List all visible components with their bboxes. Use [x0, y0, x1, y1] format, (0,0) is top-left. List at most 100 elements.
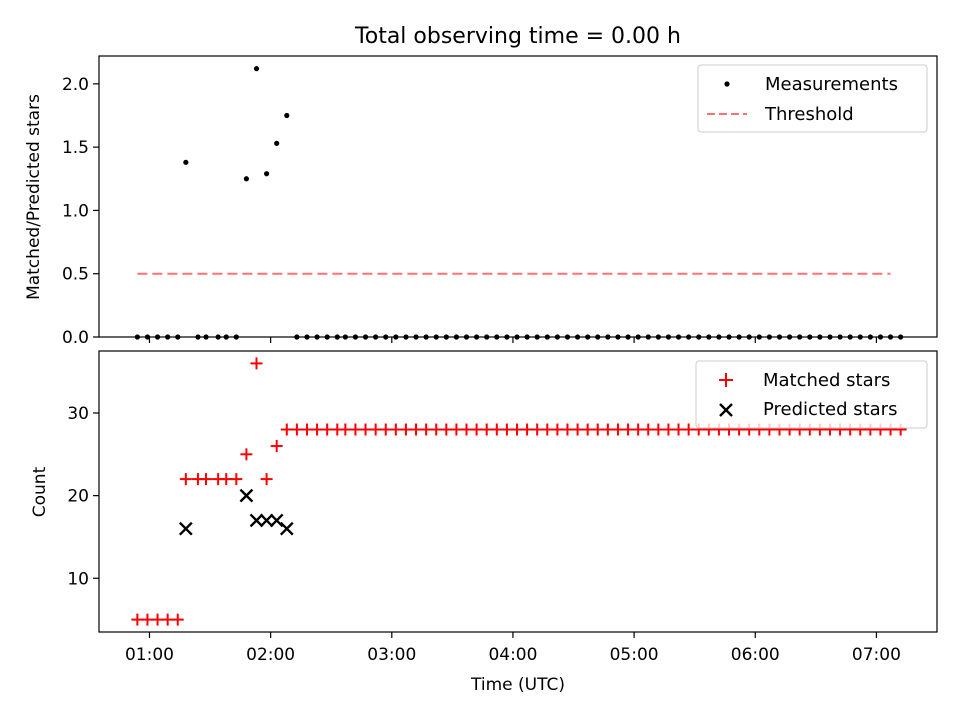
bottom-axes-frame — [98, 350, 938, 633]
top-legend-box — [697, 64, 928, 133]
matched-star-point — [161, 613, 174, 626]
bottom-legend-box — [695, 360, 928, 429]
matched-star-point — [141, 613, 154, 626]
matched-star-point — [591, 423, 604, 436]
legend-matched-label: Matched stars — [763, 370, 890, 391]
legend-predicted-marker — [719, 403, 733, 417]
bottom-legend: Matched stars Predicted stars — [695, 360, 928, 429]
x-tick-label: 02:00 — [246, 645, 295, 665]
matched-star-point — [290, 423, 303, 436]
predicted-star-point — [178, 521, 193, 536]
y-tick-label: 20 — [67, 487, 89, 507]
x-tick-label: 01:00 — [125, 645, 174, 665]
matched-star-point — [250, 357, 263, 370]
top-y-axis-label: Matched/Predicted stars — [24, 94, 44, 300]
matched-star-point — [541, 423, 554, 436]
legend-measurements-label: Measurements — [765, 74, 898, 95]
bottom-x-ticks: 01:00 02:00 03:00 04:00 05:00 06:00 07:00 — [125, 632, 901, 665]
matched-star-point — [280, 423, 293, 436]
matched-star-point — [470, 423, 483, 436]
matched-star-point — [131, 613, 144, 626]
matched-star-point — [632, 423, 645, 436]
matched-star-point — [369, 423, 382, 436]
predicted-star-point — [269, 513, 284, 528]
matched-star-point — [611, 423, 624, 436]
matched-star-point — [440, 423, 453, 436]
matched-star-point — [359, 423, 372, 436]
matched-star-point — [551, 423, 564, 436]
matched-star-point — [521, 423, 534, 436]
matched-star-point — [220, 473, 233, 486]
x-tick-label: 06:00 — [731, 645, 780, 665]
predicted-star-point — [239, 488, 254, 503]
bottom-y-ticks: 10 20 30 — [67, 404, 99, 589]
x-tick-label: 07:00 — [852, 645, 901, 665]
matched-star-point — [652, 423, 665, 436]
y-tick-label: 0.5 — [62, 265, 89, 285]
matched-star-point — [672, 423, 685, 436]
legend-predicted-label: Predicted stars — [763, 399, 897, 420]
x-axis-label: Time (UTC) — [470, 675, 565, 695]
measurement-point — [183, 159, 189, 165]
matched-star-point — [171, 613, 184, 626]
matched-star-point — [430, 423, 443, 436]
matched-star-point — [399, 423, 412, 436]
matched-star-point — [480, 423, 493, 436]
matched-star-point — [321, 423, 334, 436]
measurement-point — [284, 112, 290, 119]
legend-measurements-marker — [724, 81, 730, 87]
matched-star-point — [300, 423, 313, 436]
matched-star-point — [339, 423, 352, 436]
predicted-star-point — [259, 513, 274, 528]
x-tick-label: 03:00 — [367, 645, 416, 665]
matched-star-point — [510, 423, 523, 436]
top-legend: Measurements Threshold — [697, 64, 928, 133]
measurement-point — [274, 140, 280, 146]
matched-star-point — [642, 423, 655, 436]
matched-star-point — [531, 423, 544, 436]
matched-star-point — [349, 423, 362, 436]
matched-star-point — [450, 423, 463, 436]
chart-title: Total observing time = 0.00 h — [354, 24, 681, 49]
matched-star-point — [410, 423, 423, 436]
matched-star-point — [420, 423, 433, 436]
matched-star-point — [260, 473, 273, 486]
predicted-star-point — [279, 521, 294, 536]
measurement-point — [264, 171, 270, 177]
matched-star-point — [389, 423, 402, 436]
bottom-marks — [131, 357, 907, 626]
matched-star-point — [571, 423, 584, 436]
matched-star-point — [500, 423, 513, 436]
legend-matched-marker — [719, 373, 733, 387]
y-tick-label: 1.0 — [62, 201, 89, 221]
measurement-point — [253, 66, 260, 72]
matched-star-point — [379, 423, 392, 436]
top-panel: 0.00.51.01.52.0 Matched/Predicted stars … — [24, 55, 938, 348]
top-axes-frame — [98, 55, 938, 338]
top-x-ticks — [148, 337, 878, 343]
bottom-panel: 10 20 30 01:00 02:00 03:00 04:00 05:00 06:00 07:… — [30, 350, 938, 695]
y-tick-label: 0.0 — [62, 328, 89, 348]
matched-star-point — [270, 440, 283, 453]
matched-star-point — [311, 423, 324, 436]
matched-star-point — [561, 423, 574, 436]
matched-star-point — [200, 473, 213, 486]
matched-star-point — [581, 423, 594, 436]
matched-star-point — [622, 423, 635, 436]
measurement-point — [243, 176, 250, 182]
x-tick-label: 05:00 — [610, 645, 659, 665]
legend-threshold-label: Threshold — [764, 104, 854, 125]
matched-star-point — [682, 423, 695, 436]
matched-star-point — [240, 448, 253, 461]
top-y-ticks: 0.0 0.5 1.0 1.5 2.0 — [62, 75, 99, 348]
y-tick-label: 10 — [67, 569, 89, 589]
matched-star-point — [601, 423, 614, 436]
y-tick-label: 30 — [67, 404, 89, 424]
matched-star-point — [151, 613, 164, 626]
matched-star-point — [179, 473, 192, 486]
predicted-star-point — [249, 513, 264, 528]
x-tick-label: 04:00 — [488, 645, 537, 665]
y-tick-label: 1.5 — [62, 138, 89, 158]
matched-star-point — [230, 473, 243, 486]
